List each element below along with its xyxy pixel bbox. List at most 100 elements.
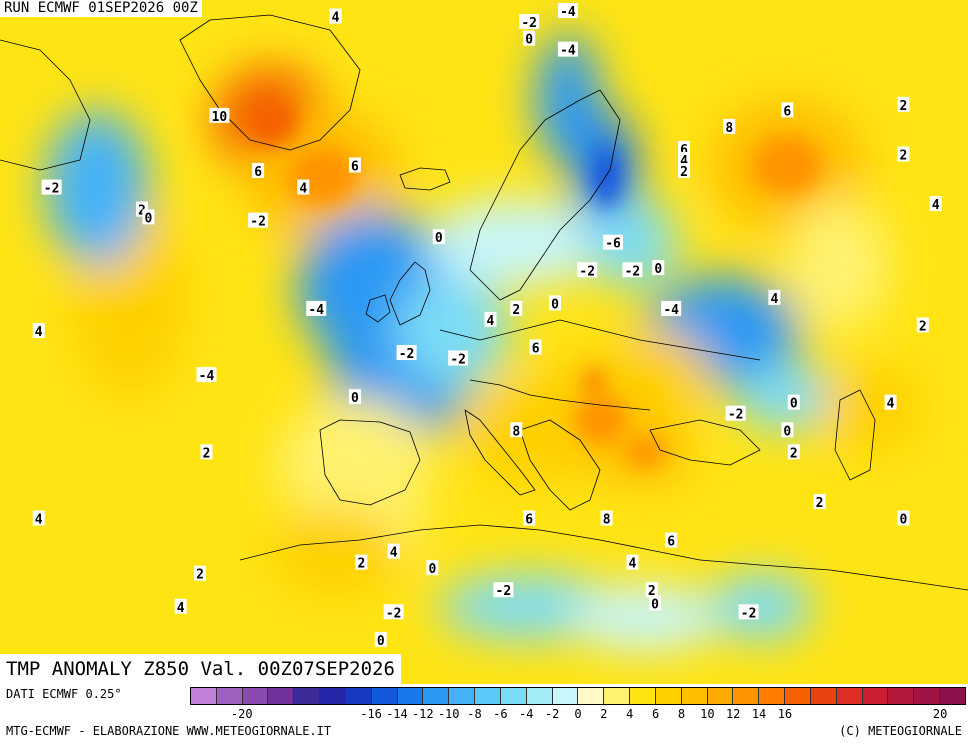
- field-title: TMP ANOMALY Z850 Val. 00Z07SEP2026: [0, 654, 401, 684]
- credit-left: MTG-ECMWF - ELABORAZIONE WWW.METEOGIORNA…: [6, 724, 332, 738]
- isotherm-label-box: [484, 311, 497, 327]
- isotherm-label: 4: [680, 154, 688, 169]
- isotherm-label-box: [41, 179, 62, 195]
- isotherm-label-box: [348, 157, 361, 173]
- colorbar-swatch: [733, 688, 760, 704]
- scandinavia-coast: [469, 89, 621, 301]
- isotherm-label-box: [523, 30, 536, 46]
- colorbar-tick-label: 0: [574, 707, 582, 721]
- isotherm-label-box: [665, 532, 678, 548]
- isotherm-label: 6: [680, 143, 688, 158]
- anomaly-core: [625, 437, 666, 468]
- isotherm-label-box: [174, 598, 187, 614]
- isotherm-label-box: [396, 345, 417, 361]
- isotherm-label-box: [548, 295, 561, 311]
- anomaly-core: [592, 146, 622, 207]
- anomaly-region: [277, 397, 433, 530]
- isotherm-label-box: [510, 300, 523, 316]
- isotherm-label: -4: [560, 44, 576, 59]
- colorbar-swatch: [681, 688, 708, 704]
- anomaly-core: [287, 146, 358, 207]
- anomaly-core: [752, 135, 823, 196]
- anomaly-region: [709, 573, 814, 640]
- credit-right: (C) METEOGIORNALE: [839, 724, 962, 738]
- isotherm-label: 2: [648, 584, 656, 599]
- data-source-label: DATI ECMWF 0.25°: [6, 687, 122, 701]
- colorbar-swatch: [655, 688, 682, 704]
- isotherm-label-box: [678, 163, 691, 178]
- anomaly-region: [787, 198, 891, 331]
- colorbar-swatch: [604, 688, 631, 704]
- isotherm-label-box: [929, 196, 942, 212]
- isotherm-label-box: [32, 322, 45, 338]
- isotherm-label: 2: [900, 99, 908, 114]
- isotherm-label-box: [725, 405, 746, 421]
- isotherm-label-box: [916, 317, 929, 333]
- isotherm-label: 2: [919, 319, 927, 334]
- isotherm-label: 4: [35, 325, 43, 340]
- colorbar-tick-label: 4: [626, 707, 634, 721]
- isotherm-label: 2: [357, 557, 365, 572]
- run-title: RUN ECMWF 01SEP2026 00Z: [0, 0, 202, 17]
- isotherm-label: 2: [203, 446, 211, 461]
- anomaly-fill-layer: [45, 33, 923, 651]
- isotherm-label-box: [426, 560, 439, 576]
- isotherm-label: 2: [816, 496, 824, 511]
- colorbar-swatch: [578, 688, 605, 704]
- isotherm-label-box: [523, 510, 536, 526]
- isotherm-label: 0: [435, 231, 443, 246]
- isotherm-label-box: [738, 604, 759, 620]
- isotherm-label: -2: [625, 264, 641, 279]
- colorbar-swatch: [552, 688, 579, 704]
- colorbar-swatch: [836, 688, 863, 704]
- colorbar-tick-label: -4: [519, 707, 534, 721]
- isotherm-label: -4: [560, 5, 576, 20]
- isotherm-label: 0: [525, 33, 533, 48]
- colorbar-swatch: [345, 688, 372, 704]
- isotherm-label: -2: [496, 584, 512, 599]
- iceland-coast: [399, 167, 451, 191]
- colorbar-tick-label: 20: [932, 707, 948, 721]
- isotherm-label-box: [252, 163, 265, 178]
- isotherm-label-box: [897, 96, 910, 112]
- isotherm-label-box: [649, 595, 662, 611]
- isotherm-label: 8: [603, 513, 611, 528]
- europe-border-b: [469, 379, 651, 411]
- isotherm-label: 8: [725, 121, 733, 136]
- colorbar-swatch: [216, 688, 243, 704]
- isotherm-label-box: [645, 582, 658, 598]
- colorbar-tick-label: 14: [751, 707, 767, 721]
- anomaly-region: [271, 507, 401, 596]
- isotherm-label: -2: [386, 606, 402, 621]
- isotherm-label: -2: [44, 182, 60, 197]
- isotherm-label-box: [355, 554, 368, 570]
- isotherm-label: 4: [887, 397, 895, 412]
- anomaly-region: [45, 110, 149, 265]
- isotherm-label-box: [897, 146, 910, 162]
- isotherm-label-box: [652, 260, 665, 276]
- isotherm-label: 0: [651, 597, 659, 612]
- isotherm-label-box: [557, 3, 578, 19]
- isotherm-label: 2: [512, 303, 520, 318]
- anomaly-region: [606, 330, 710, 420]
- colorbar-tick-label: 10: [700, 707, 715, 721]
- colorbar-tick-label: -16: [360, 707, 382, 721]
- anomaly-region: [735, 364, 839, 431]
- isotherm-label-box: [348, 389, 361, 405]
- balkans-coast: [519, 419, 601, 511]
- isotherm-label: 6: [532, 342, 540, 357]
- colorbar-tick-label: 8: [677, 707, 686, 721]
- iberia-coast: [319, 419, 421, 506]
- colorbar-swatch: [500, 688, 527, 704]
- isotherm-label: 0: [790, 397, 798, 412]
- colorbar-swatch: [759, 688, 786, 704]
- colorbar-swatch: [785, 688, 811, 704]
- colorbar-tick-label: -14: [386, 707, 408, 721]
- isotherm-label: 6: [254, 165, 262, 180]
- isotherm-label-box: [577, 262, 598, 278]
- isotherm-label: -2: [741, 606, 757, 621]
- isotherm-label-box: [813, 493, 826, 509]
- isotherm-label: 6: [351, 159, 359, 174]
- colorbar-swatch: [449, 688, 476, 704]
- isotherm-label: 4: [390, 546, 398, 561]
